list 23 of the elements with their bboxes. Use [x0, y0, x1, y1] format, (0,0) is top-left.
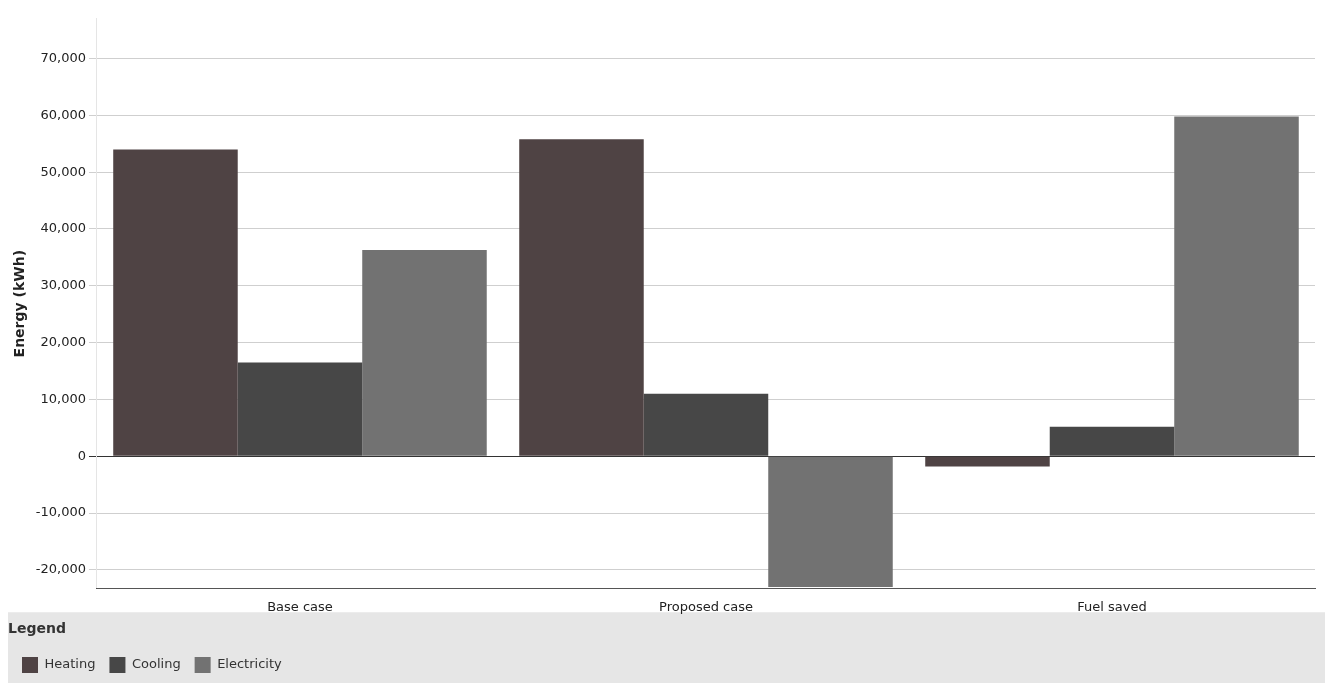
legend-label: Cooling: [131, 656, 181, 672]
y-tick-label: 40,000: [40, 220, 86, 236]
bar: [1174, 116, 1299, 456]
y-tick-label: 60,000: [40, 106, 86, 122]
y-tick-label: 50,000: [40, 163, 86, 179]
y-tick-label: 0: [77, 447, 86, 463]
legend-title: Legend: [8, 619, 66, 636]
x-tick-label: Proposed case: [659, 598, 753, 614]
y-tick-label: 10,000: [40, 390, 86, 406]
y-tick-label: -20,000: [35, 561, 86, 577]
y-tick-label: 70,000: [40, 49, 86, 65]
x-tick-label: Fuel saved: [1077, 598, 1147, 614]
bar: [362, 250, 487, 456]
legend-label: Electricity: [217, 656, 283, 672]
bar: [768, 456, 893, 587]
y-tick-label: 30,000: [40, 277, 86, 293]
legend-label: Heating: [44, 656, 96, 672]
y-axis-title: Energy (kWh): [11, 249, 28, 358]
bar: [925, 456, 1050, 467]
y-tick-label: 20,000: [40, 333, 86, 349]
y-tick-label: -10,000: [35, 504, 86, 520]
x-tick-label: Base case: [267, 598, 333, 614]
bar: [1049, 426, 1175, 456]
